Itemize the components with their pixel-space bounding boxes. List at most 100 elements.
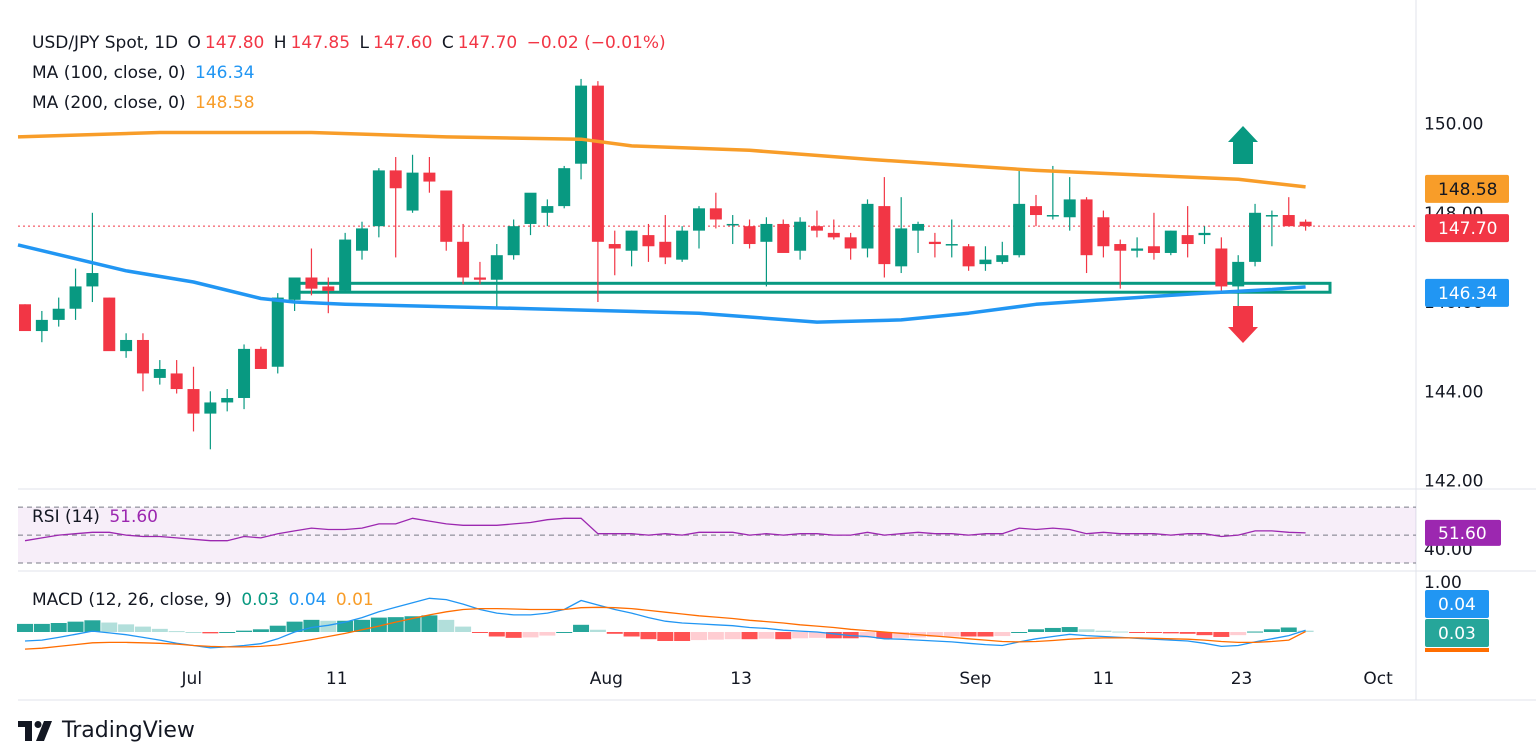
macd-histogram-bar: [1061, 627, 1078, 632]
macd-histogram-bar: [33, 623, 50, 632]
macd-histogram-bar: [488, 632, 505, 637]
macd-histogram-bar: [67, 621, 84, 632]
candle-body: [709, 208, 722, 220]
ma200-label: MA (200, close, 0): [32, 93, 186, 113]
candle-body: [423, 172, 436, 182]
macd-histogram-bar: [876, 632, 893, 639]
candle-body: [204, 402, 217, 414]
macd-histogram-bar: [994, 632, 1011, 637]
candle-body: [1265, 215, 1278, 217]
close-value: 147.70: [457, 33, 518, 53]
candle-body: [1215, 248, 1228, 287]
macd-histogram-bar: [1162, 632, 1179, 634]
macd-histogram-bar: [1078, 629, 1095, 632]
close-price-label-box: [1425, 214, 1509, 243]
macd-histogram-bar: [219, 632, 236, 633]
tradingview-logo[interactable]: TradingView: [18, 718, 195, 743]
candle-body: [979, 259, 992, 265]
symbol-legend: USD/JPY Spot, 1D O 147.80 H 147.85 L 147.60…: [32, 33, 670, 53]
macd-histogram-bar: [808, 632, 825, 638]
candle-body: [389, 170, 402, 189]
price-tick-label: 144.00: [1424, 382, 1483, 402]
candle-body: [676, 230, 689, 260]
macd-histogram-bar: [1196, 632, 1213, 636]
candle-body: [1299, 221, 1312, 227]
macd-histogram-bar: [286, 621, 303, 632]
ma200-price-label: 148.58: [1438, 180, 1497, 200]
macd-value-1: 0.03: [241, 590, 280, 610]
macd-histogram-bar: [50, 623, 67, 632]
candle-body: [1249, 212, 1262, 262]
candle-body: [693, 208, 705, 231]
hist-value-label: 0.03: [1438, 624, 1476, 644]
macd-histogram-bar: [1028, 629, 1044, 632]
macd-label: MACD (12, 26, close, 9): [32, 590, 232, 610]
macd-histogram-bar: [202, 632, 219, 634]
macd-histogram-bar: [640, 632, 657, 640]
macd-histogram-bar: [522, 632, 539, 638]
ma100-price-label-box: [1425, 278, 1509, 307]
candle-body: [962, 246, 975, 267]
brand-name: TradingView: [62, 718, 195, 743]
macd-histogram-bar: [320, 620, 337, 632]
candle-body: [1282, 215, 1295, 227]
time-tick-label: 13: [730, 669, 752, 689]
rsi-label: RSI (14): [32, 507, 100, 527]
macd-histogram-bar: [893, 632, 910, 638]
ma100-label: MA (100, close, 0): [32, 63, 186, 83]
candle-body: [1030, 206, 1042, 216]
macd-histogram-bar: [775, 632, 792, 640]
close-label: C: [441, 33, 454, 53]
open-value: 147.80: [204, 33, 265, 53]
macd-histogram-bar: [707, 632, 724, 640]
candle-body: [406, 172, 419, 211]
macd-histogram-bar: [84, 620, 101, 632]
ma200-legend: MA (200, close, 0) 148.58: [32, 93, 259, 113]
candle-body: [524, 192, 537, 224]
macd-histogram-bar: [724, 632, 741, 640]
ma100-line: [17, 243, 1306, 324]
candle-body: [1114, 244, 1127, 251]
ma100-price-label: 146.34: [1438, 284, 1497, 304]
macd-histogram-bar: [387, 617, 404, 632]
macd-histogram-bar: [943, 632, 960, 637]
candle-body: [760, 223, 773, 242]
macd-histogram-bar: [1297, 630, 1314, 632]
candle-body: [356, 228, 368, 251]
time-tick-label: Sep: [959, 669, 991, 689]
macd-histogram-bar: [657, 632, 674, 641]
candle-body: [558, 168, 571, 207]
hist-value-box: [1425, 619, 1489, 647]
candle-body: [69, 286, 82, 309]
ma200-value: 148.58: [195, 93, 255, 113]
rsi-value-label: 51.60: [1438, 524, 1487, 544]
candle-body: [591, 85, 604, 242]
time-tick-label: 11: [1093, 669, 1115, 689]
candle-body: [642, 235, 655, 247]
candle-body: [541, 206, 554, 213]
macd-value-box: [1425, 590, 1489, 618]
macd-histogram-bar: [859, 632, 876, 638]
candle-body: [52, 308, 65, 320]
macd-legend: MACD (12, 26, close, 9) 0.03 0.04 0.01: [32, 590, 378, 610]
macd-histogram-bar: [573, 624, 590, 632]
candle-body: [457, 241, 470, 278]
candle-body: [1063, 199, 1076, 218]
candle-body: [1097, 217, 1110, 247]
candle-body: [1131, 248, 1144, 251]
macd-histogram-bar: [404, 616, 421, 632]
time-tick-label: Oct: [1363, 669, 1393, 689]
support-zone-rectangle: [291, 281, 1332, 294]
candle-body: [996, 255, 1009, 262]
candle-body: [777, 223, 790, 253]
candle-body: [170, 373, 183, 390]
macd-histogram-bar: [421, 615, 438, 632]
macd-histogram-bar: [1112, 631, 1129, 633]
rsi-legend: RSI (14) 51.60: [32, 507, 162, 527]
candle-body: [221, 397, 234, 403]
candle-body: [912, 223, 925, 231]
macd-histogram-bar: [674, 632, 691, 641]
candle-body: [1080, 199, 1093, 256]
macd-histogram-bar: [1280, 627, 1297, 632]
